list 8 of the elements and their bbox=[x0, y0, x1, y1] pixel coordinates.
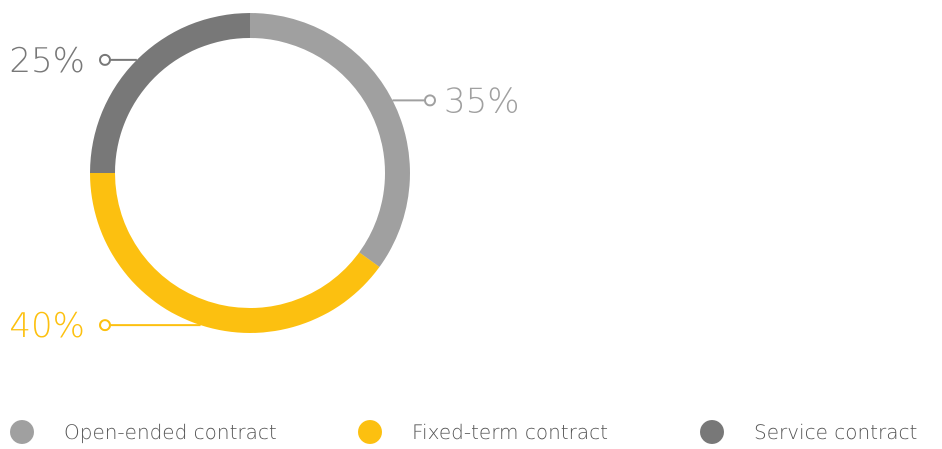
data-label: 25% bbox=[9, 40, 85, 81]
data-label: 35% bbox=[444, 81, 520, 122]
legend-label: Open-ended contract bbox=[64, 420, 277, 444]
donut-slice bbox=[90, 13, 250, 173]
donut-slice bbox=[90, 173, 380, 333]
legend-label: Service contract bbox=[754, 420, 918, 444]
legend-label: Fixed-term contract bbox=[412, 420, 608, 444]
data-label: 40% bbox=[9, 306, 85, 346]
